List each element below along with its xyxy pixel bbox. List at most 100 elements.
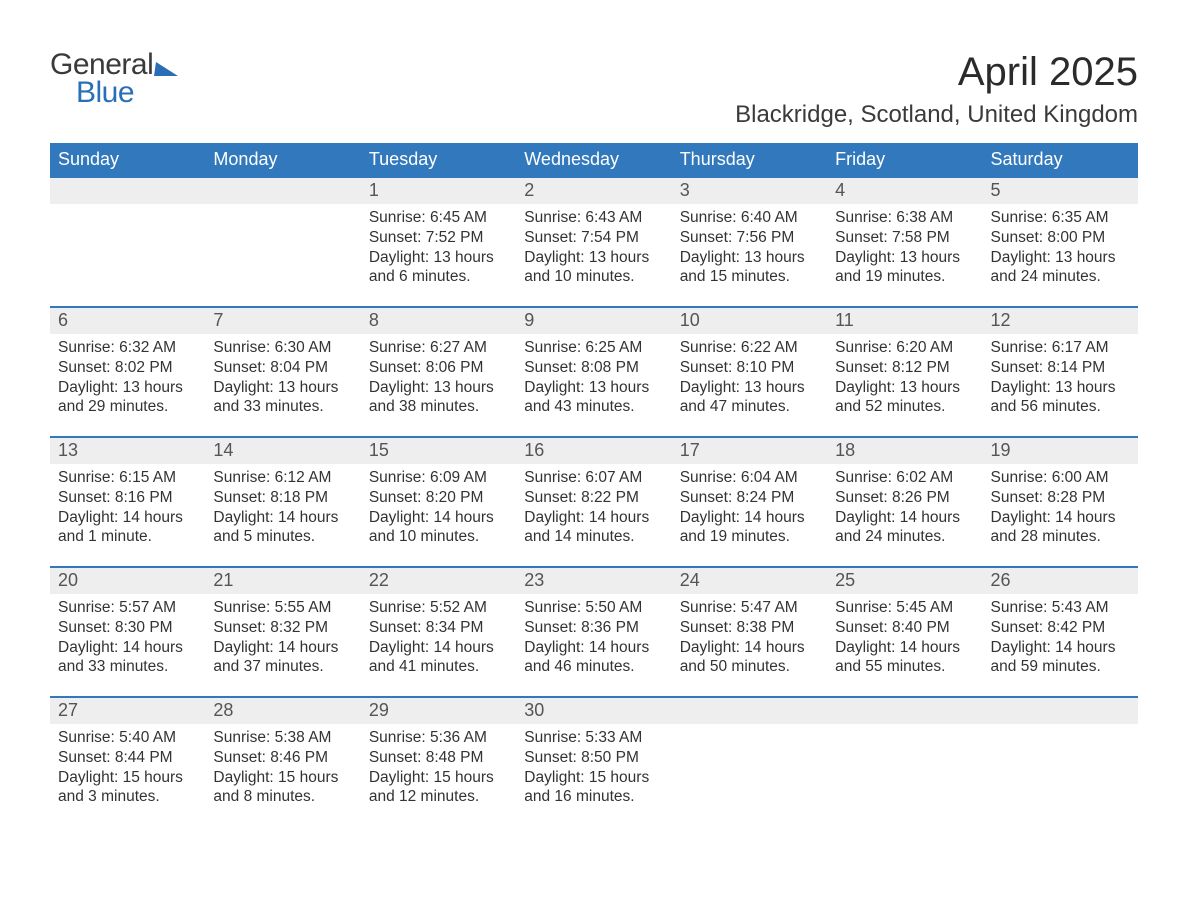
day-number: 12	[983, 308, 1138, 334]
daylight-line: Daylight: 13 hours and 19 minutes.	[835, 248, 974, 288]
sunset-line: Sunset: 8:46 PM	[213, 748, 352, 768]
sunrise-line: Sunrise: 6:00 AM	[991, 468, 1130, 488]
sunset-line: Sunset: 7:58 PM	[835, 228, 974, 248]
day-number: 19	[983, 438, 1138, 464]
brand-word-2: Blue	[76, 78, 179, 108]
day-cell: 21Sunrise: 5:55 AMSunset: 8:32 PMDayligh…	[205, 568, 360, 696]
day-cell: 5Sunrise: 6:35 AMSunset: 8:00 PMDaylight…	[983, 178, 1138, 306]
sunset-line: Sunset: 8:08 PM	[524, 358, 663, 378]
day-body: Sunrise: 5:33 AMSunset: 8:50 PMDaylight:…	[516, 724, 671, 813]
day-body: Sunrise: 6:45 AMSunset: 7:52 PMDaylight:…	[361, 204, 516, 293]
day-cell: 22Sunrise: 5:52 AMSunset: 8:34 PMDayligh…	[361, 568, 516, 696]
sunset-line: Sunset: 8:04 PM	[213, 358, 352, 378]
sunrise-line: Sunrise: 6:02 AM	[835, 468, 974, 488]
day-cell: 23 Sunrise: 5:50 AMSunset: 8:36 PMDayligh…	[516, 568, 671, 696]
day-cell: 16Sunrise: 6:07 AMSunset: 8:22 PMDayligh…	[516, 438, 671, 566]
sunrise-line: Sunrise: 5:40 AM	[58, 728, 197, 748]
day-cell: 29Sunrise: 5:36 AMSunset: 8:48 PMDayligh…	[361, 698, 516, 826]
day-body	[983, 724, 1138, 734]
day-number: 27	[50, 698, 205, 724]
day-body: Sunrise: 6:09 AMSunset: 8:20 PMDaylight:…	[361, 464, 516, 553]
day-cell	[50, 178, 205, 306]
daylight-line: Daylight: 14 hours and 1 minute.	[58, 508, 197, 548]
day-number: 26	[983, 568, 1138, 594]
daylight-line: Daylight: 13 hours and 43 minutes.	[524, 378, 663, 418]
day-body: Sunrise: 5:43 AMSunset: 8:42 PMDaylight:…	[983, 594, 1138, 683]
day-body	[672, 724, 827, 734]
calendar-grid: Sunday Monday Tuesday Wednesday Thursday…	[50, 143, 1138, 826]
day-number: 14	[205, 438, 360, 464]
day-number: 22	[361, 568, 516, 594]
sunset-line: Sunset: 8:28 PM	[991, 488, 1130, 508]
sunset-line: Sunset: 8:16 PM	[58, 488, 197, 508]
day-cell: 30Sunrise: 5:33 AMSunset: 8:50 PMDayligh…	[516, 698, 671, 826]
dow-sunday: Sunday	[50, 143, 205, 178]
sunset-line: Sunset: 8:36 PM	[524, 618, 663, 638]
sunset-line: Sunset: 8:24 PM	[680, 488, 819, 508]
day-body: Sunrise: 6:30 AMSunset: 8:04 PMDaylight:…	[205, 334, 360, 423]
day-number	[205, 178, 360, 204]
title-block: April 2025 Blackridge, Scotland, United …	[735, 50, 1138, 129]
week-row: 1Sunrise: 6:45 AMSunset: 7:52 PMDaylight…	[50, 178, 1138, 306]
sunrise-line: Sunrise: 6:07 AM	[524, 468, 663, 488]
day-number: 3	[672, 178, 827, 204]
daylight-line: Daylight: 13 hours and 10 minutes.	[524, 248, 663, 288]
daylight-line: Daylight: 14 hours and 37 minutes.	[213, 638, 352, 678]
daylight-line: Daylight: 14 hours and 5 minutes.	[213, 508, 352, 548]
sunset-line: Sunset: 8:20 PM	[369, 488, 508, 508]
sunrise-line: Sunrise: 5:52 AM	[369, 598, 508, 618]
sunset-line: Sunset: 7:52 PM	[369, 228, 508, 248]
sunset-line: Sunset: 8:38 PM	[680, 618, 819, 638]
day-number: 23	[516, 568, 671, 594]
dow-wednesday: Wednesday	[516, 143, 671, 178]
week-row: 13Sunrise: 6:15 AMSunset: 8:16 PMDayligh…	[50, 436, 1138, 566]
day-number	[672, 698, 827, 724]
daylight-line: Daylight: 13 hours and 6 minutes.	[369, 248, 508, 288]
day-number	[983, 698, 1138, 724]
sunrise-line: Sunrise: 6:20 AM	[835, 338, 974, 358]
day-body: Sunrise: 5:45 AMSunset: 8:40 PMDaylight:…	[827, 594, 982, 683]
day-number: 25	[827, 568, 982, 594]
daylight-line: Daylight: 13 hours and 29 minutes.	[58, 378, 197, 418]
day-number	[827, 698, 982, 724]
sunset-line: Sunset: 8:40 PM	[835, 618, 974, 638]
sunrise-line: Sunrise: 5:33 AM	[524, 728, 663, 748]
day-number: 17	[672, 438, 827, 464]
daylight-line: Daylight: 15 hours and 16 minutes.	[524, 768, 663, 808]
sunrise-line: Sunrise: 6:15 AM	[58, 468, 197, 488]
day-body: Sunrise: 6:43 AMSunset: 7:54 PMDaylight:…	[516, 204, 671, 293]
sunset-line: Sunset: 8:22 PM	[524, 488, 663, 508]
day-number: 8	[361, 308, 516, 334]
daylight-line: Daylight: 14 hours and 46 minutes.	[524, 638, 663, 678]
sunrise-line: Sunrise: 5:50 AM	[524, 598, 663, 618]
day-body: Sunrise: 6:07 AMSunset: 8:22 PMDaylight:…	[516, 464, 671, 553]
day-cell	[983, 698, 1138, 826]
daylight-line: Daylight: 13 hours and 38 minutes.	[369, 378, 508, 418]
day-cell: 10Sunrise: 6:22 AMSunset: 8:10 PMDayligh…	[672, 308, 827, 436]
sunset-line: Sunset: 8:06 PM	[369, 358, 508, 378]
day-body: Sunrise: 6:22 AMSunset: 8:10 PMDaylight:…	[672, 334, 827, 423]
day-cell: 11Sunrise: 6:20 AMSunset: 8:12 PMDayligh…	[827, 308, 982, 436]
day-number: 30	[516, 698, 671, 724]
sunrise-line: Sunrise: 6:32 AM	[58, 338, 197, 358]
day-body: Sunrise: 5:38 AMSunset: 8:46 PMDaylight:…	[205, 724, 360, 813]
day-cell: 12Sunrise: 6:17 AMSunset: 8:14 PMDayligh…	[983, 308, 1138, 436]
day-body: Sunrise: 6:27 AMSunset: 8:06 PMDaylight:…	[361, 334, 516, 423]
day-number: 1	[361, 178, 516, 204]
week-row: 6Sunrise: 6:32 AMSunset: 8:02 PMDaylight…	[50, 306, 1138, 436]
day-number: 24	[672, 568, 827, 594]
week-row: 27Sunrise: 5:40 AMSunset: 8:44 PMDayligh…	[50, 696, 1138, 826]
day-number: 16	[516, 438, 671, 464]
day-cell: 3Sunrise: 6:40 AMSunset: 7:56 PMDaylight…	[672, 178, 827, 306]
day-cell	[672, 698, 827, 826]
dow-monday: Monday	[205, 143, 360, 178]
dow-saturday: Saturday	[983, 143, 1138, 178]
sunrise-line: Sunrise: 6:17 AM	[991, 338, 1130, 358]
daylight-line: Daylight: 15 hours and 8 minutes.	[213, 768, 352, 808]
day-cell	[205, 178, 360, 306]
sunrise-line: Sunrise: 5:57 AM	[58, 598, 197, 618]
header-row: General Blue April 2025 Blackridge, Scot…	[50, 50, 1138, 129]
day-number: 7	[205, 308, 360, 334]
day-cell: 25Sunrise: 5:45 AMSunset: 8:40 PMDayligh…	[827, 568, 982, 696]
day-cell: 7Sunrise: 6:30 AMSunset: 8:04 PMDaylight…	[205, 308, 360, 436]
